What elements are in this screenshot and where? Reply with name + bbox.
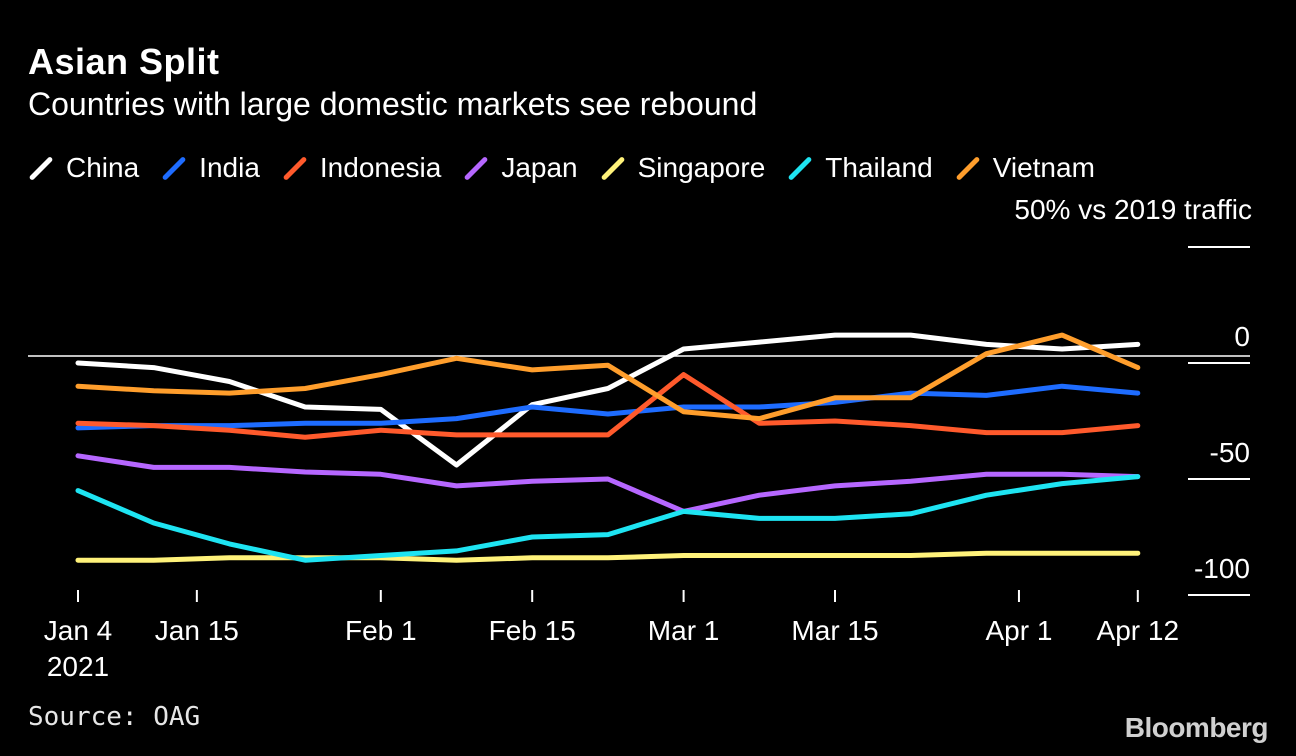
x-tick-label: Mar 15 — [791, 615, 878, 646]
x-tick-label: Jan 15 — [155, 615, 239, 646]
legend-label: China — [66, 152, 140, 183]
source-note: Source: OAG — [28, 702, 201, 732]
series-line-vietnam — [75, 332, 1141, 422]
x-tick-label: Jan 4 — [44, 615, 113, 646]
legend-label: Indonesia — [319, 152, 442, 183]
series-line-singapore — [75, 550, 1141, 563]
legend-item-singapore: Singapore — [600, 152, 766, 184]
legend-item-china: China — [28, 152, 139, 184]
legend-label: Japan — [501, 152, 578, 183]
legend-label: Vietnam — [992, 152, 1095, 183]
legend-item-thailand: Thailand — [787, 152, 932, 184]
x-tick-label: Mar 1 — [648, 615, 720, 646]
chart-subtitle: Countries with large domestic markets se… — [28, 86, 758, 122]
legend-label: Singapore — [637, 152, 766, 183]
x-tick-label: Feb 15 — [489, 615, 576, 646]
chart-title: Asian Split — [28, 41, 220, 82]
legend: China India Indonesia Japan Singapore Thailan… — [28, 148, 1117, 188]
series-line-thailand — [75, 474, 1141, 563]
legend-item-vietnam: Vietnam — [955, 152, 1095, 184]
y-tick-label: 0 — [1234, 321, 1250, 352]
legend-label: Thailand — [825, 152, 933, 183]
y-axis-unit-label: 50% vs 2019 traffic — [1014, 194, 1252, 225]
legend-item-india: India — [161, 152, 260, 184]
series-line-china — [75, 332, 1141, 468]
legend-item-indonesia: Indonesia — [282, 152, 441, 184]
legend-label: India — [199, 152, 260, 183]
series-line-india — [75, 383, 1141, 431]
x-tick-label: Apr 12 — [1097, 615, 1180, 646]
x-tick-sublabel: 2021 — [47, 651, 109, 682]
legend-item-japan: Japan — [463, 152, 577, 184]
series-line-indonesia — [75, 372, 1141, 440]
bloomberg-logo: Bloomberg — [1124, 712, 1269, 743]
x-tick-label: Feb 1 — [345, 615, 417, 646]
series-line-japan — [75, 453, 1141, 514]
x-tick-label: Apr 1 — [985, 615, 1052, 646]
y-tick-label: -50 — [1210, 437, 1250, 468]
y-tick-label: -100 — [1194, 553, 1250, 584]
